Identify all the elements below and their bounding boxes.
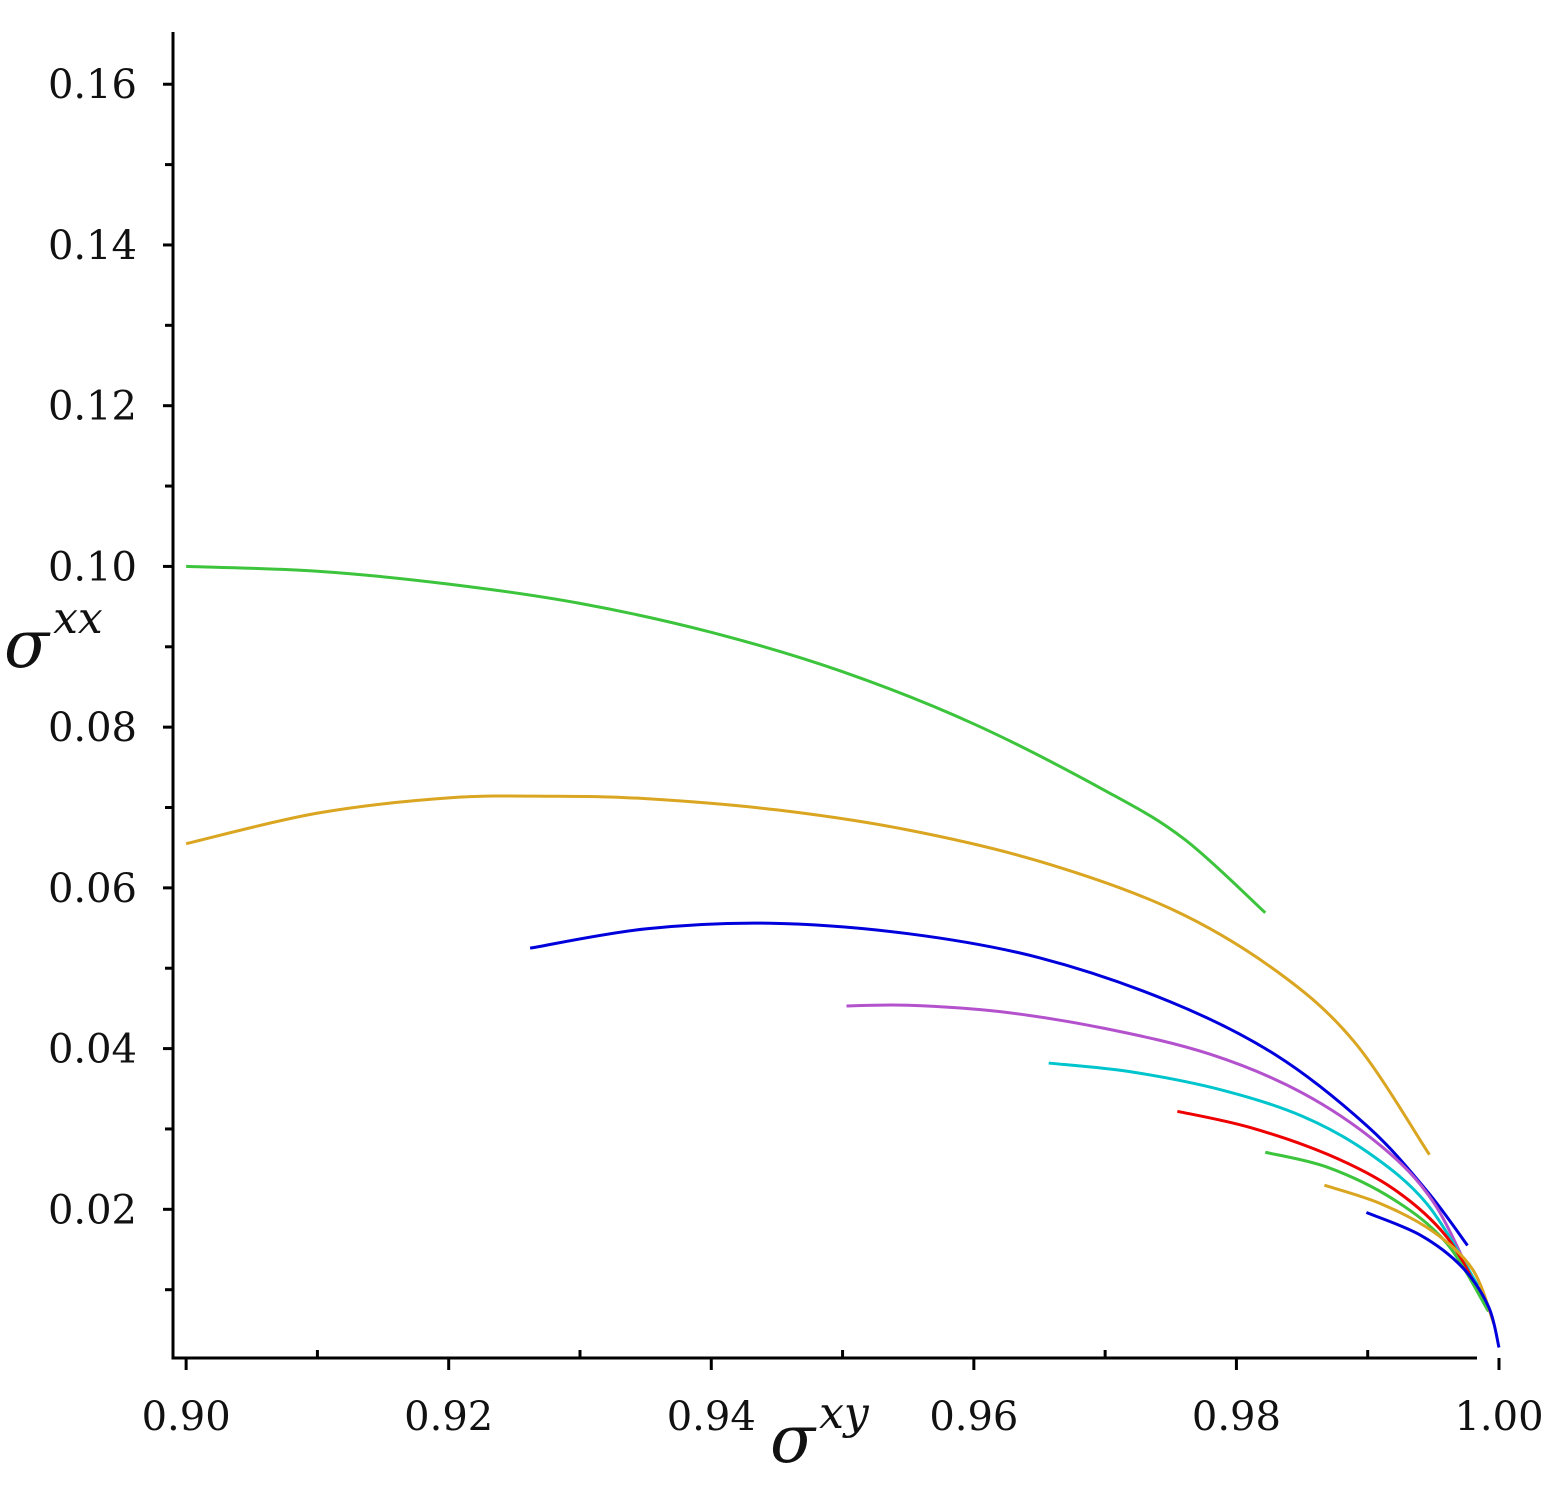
- x-axis-title: σxy: [770, 1388, 870, 1478]
- x-tick-label-0: 0.90: [142, 1394, 231, 1440]
- axes: [171, 32, 1477, 1360]
- series-curves: [185, 564, 1501, 1348]
- y-tick-label-2: 0.06: [48, 866, 137, 912]
- y-tick-label-5: 0.12: [48, 384, 137, 430]
- y-axis-title: σxx: [4, 593, 103, 683]
- y-tick-label-4: 0.10: [48, 544, 137, 590]
- series-line-2: [185, 794, 1431, 1156]
- y-tick-label-7: 0.16: [48, 62, 137, 108]
- series-line-7: [1264, 1150, 1490, 1313]
- x-tick-label-5: 1.00: [1454, 1394, 1542, 1440]
- series-line-3: [529, 921, 1469, 1247]
- x-tick-label-1: 0.92: [404, 1394, 493, 1440]
- series-line-1: [186, 564, 1267, 914]
- y-tick-label-0: 0.02: [48, 1187, 137, 1233]
- series-line-8: [1323, 1183, 1496, 1324]
- series-line-5: [1048, 1061, 1480, 1287]
- x-tick-label-4: 0.98: [1192, 1394, 1281, 1440]
- x-tick-label-3: 0.96: [929, 1394, 1018, 1440]
- x-tick-label-2: 0.94: [667, 1394, 756, 1440]
- series-line-6: [1177, 1109, 1485, 1301]
- y-tick-label-1: 0.04: [48, 1027, 137, 1073]
- series-line-4: [846, 1003, 1477, 1287]
- series-line-9: [1365, 1211, 1501, 1348]
- ticks: 0.90 0.92 0.94 0.96 0.98 1.00 0.02 0.04 0.06 0.08…: [48, 62, 1542, 1440]
- y-tick-label-3: 0.08: [48, 705, 137, 751]
- y-tick-label-6: 0.14: [48, 223, 137, 269]
